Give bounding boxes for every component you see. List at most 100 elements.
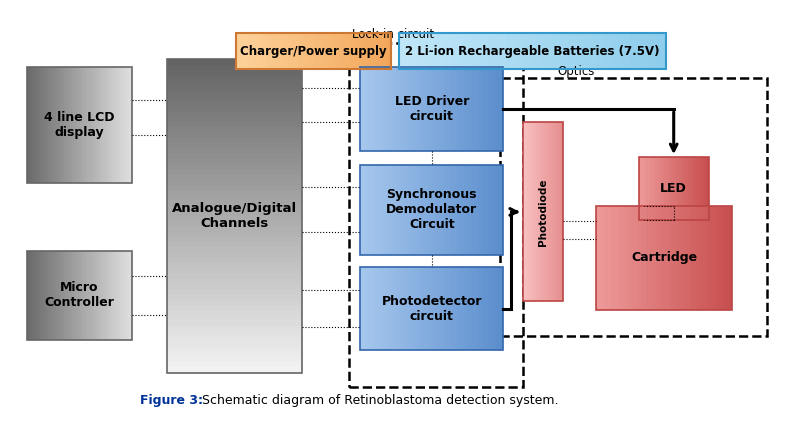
Bar	[453, 33, 461, 69]
Bar	[475, 165, 479, 255]
Bar	[167, 85, 302, 90]
Bar	[167, 116, 302, 122]
Bar	[293, 33, 299, 69]
Bar	[92, 251, 96, 340]
Bar	[129, 68, 132, 184]
Bar	[475, 68, 479, 151]
Bar	[378, 267, 382, 350]
Text: Lock-in circuit: Lock-in circuit	[352, 28, 435, 41]
Bar	[601, 206, 605, 310]
Bar	[667, 157, 669, 220]
Bar	[523, 123, 525, 301]
Bar	[85, 251, 88, 340]
Bar	[334, 33, 340, 69]
Bar	[728, 206, 732, 310]
Bar	[457, 267, 461, 350]
Bar	[468, 68, 471, 151]
Bar	[424, 165, 428, 255]
Bar	[595, 33, 604, 69]
Bar	[486, 68, 489, 151]
Bar	[108, 251, 111, 340]
Bar	[435, 68, 439, 151]
Bar	[407, 267, 410, 350]
Bar	[167, 368, 302, 373]
Bar	[106, 68, 108, 184]
Bar	[360, 267, 503, 350]
Bar	[167, 216, 302, 221]
Bar	[374, 68, 378, 151]
Bar	[396, 267, 400, 350]
Bar	[496, 165, 500, 255]
Bar	[77, 68, 80, 184]
Bar	[471, 68, 475, 151]
Bar	[639, 157, 641, 220]
Bar	[54, 68, 56, 184]
Bar	[340, 33, 344, 69]
Bar	[360, 68, 363, 151]
Bar	[414, 165, 417, 255]
Bar	[403, 165, 407, 255]
Bar	[674, 157, 676, 220]
Bar	[421, 267, 425, 350]
Bar	[167, 284, 302, 289]
Bar	[61, 68, 64, 184]
Bar	[605, 206, 610, 310]
Text: Schematic diagram of Retinoblastoma detection system.: Schematic diagram of Retinoblastoma dete…	[198, 394, 558, 407]
Bar	[103, 251, 106, 340]
Bar	[111, 68, 114, 184]
Bar	[167, 242, 302, 247]
Bar	[457, 68, 461, 151]
Bar	[650, 157, 653, 220]
Bar	[98, 251, 100, 340]
Bar	[615, 206, 619, 310]
Bar	[58, 251, 62, 340]
Bar	[257, 33, 262, 69]
Bar	[527, 123, 529, 301]
Bar	[482, 68, 486, 151]
Bar	[69, 68, 72, 184]
Bar	[432, 68, 435, 151]
Bar	[40, 68, 43, 184]
Bar	[116, 251, 118, 340]
Bar	[637, 206, 641, 310]
Bar	[98, 68, 100, 184]
Bar	[400, 267, 403, 350]
Bar	[489, 267, 493, 350]
Bar	[111, 251, 114, 340]
Bar	[543, 123, 545, 301]
Text: 2 Li-ion Rechargeable Batteries (7.5V): 2 Li-ion Rechargeable Batteries (7.5V)	[405, 45, 660, 58]
Bar	[329, 33, 334, 69]
Text: Figure 3:: Figure 3:	[140, 394, 202, 407]
Bar	[639, 33, 649, 69]
Bar	[596, 206, 732, 310]
Bar	[500, 267, 503, 350]
Bar	[80, 251, 82, 340]
Bar	[478, 267, 482, 350]
Bar	[324, 33, 329, 69]
Bar	[553, 123, 555, 301]
Bar	[416, 33, 426, 69]
Bar	[453, 68, 457, 151]
Bar	[167, 148, 302, 153]
Bar	[167, 247, 302, 252]
Bar	[681, 157, 683, 220]
Bar	[545, 123, 547, 301]
Bar	[464, 68, 468, 151]
Bar	[410, 267, 414, 350]
Bar	[360, 165, 363, 255]
Bar	[382, 165, 386, 255]
Bar	[673, 206, 678, 310]
Bar	[550, 33, 559, 69]
Bar	[499, 78, 766, 336]
Bar	[167, 90, 302, 96]
Bar	[506, 33, 515, 69]
Bar	[435, 267, 439, 350]
Bar	[417, 267, 421, 350]
Bar	[541, 123, 543, 301]
Bar	[644, 157, 646, 220]
Bar	[236, 33, 242, 69]
Bar	[167, 169, 302, 174]
Bar	[414, 68, 417, 151]
Bar	[167, 59, 302, 373]
Bar	[662, 157, 664, 220]
